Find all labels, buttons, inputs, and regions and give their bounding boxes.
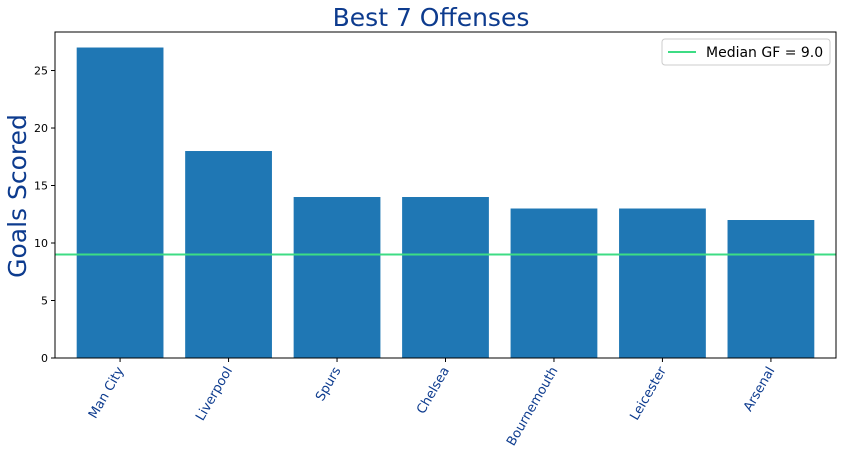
y-tick-label: 20 — [34, 122, 48, 135]
chart-title: Best 7 Offenses — [333, 3, 530, 32]
x-tick-label: Bournemouth — [504, 365, 561, 449]
y-tick-label: 25 — [34, 65, 48, 78]
legend: Median GF = 9.0 — [661, 38, 831, 66]
y-axis: 0 5 10 15 20 25 — [34, 65, 55, 365]
x-tick-label: Man City — [86, 364, 128, 421]
y-tick-label: 10 — [34, 237, 48, 250]
bar-arsenal — [727, 220, 815, 358]
x-axis: Man City Liverpool Spurs Chelsea Bournemouth… — [86, 358, 778, 449]
legend-label: Median GF = 9.0 — [706, 45, 823, 61]
y-tick-label: 5 — [41, 295, 48, 308]
y-tick-label: 0 — [41, 352, 48, 365]
bar-spurs — [293, 197, 381, 358]
y-tick-label: 15 — [34, 180, 48, 193]
bar-leicester — [619, 208, 706, 358]
x-tick-label: Spurs — [313, 364, 345, 404]
y-axis-label: Goals Scored — [3, 114, 32, 278]
legend-box — [661, 38, 831, 66]
bars-group — [76, 47, 815, 359]
bar-chelsea — [402, 197, 489, 358]
x-tick-label: Leicester — [627, 364, 670, 423]
x-tick-label: Arsenal — [741, 365, 778, 415]
x-tick-label: Chelsea — [414, 365, 453, 417]
x-tick-label: Liverpool — [193, 365, 236, 424]
bar-bournemouth — [510, 208, 598, 358]
bar-man-city — [76, 47, 164, 359]
